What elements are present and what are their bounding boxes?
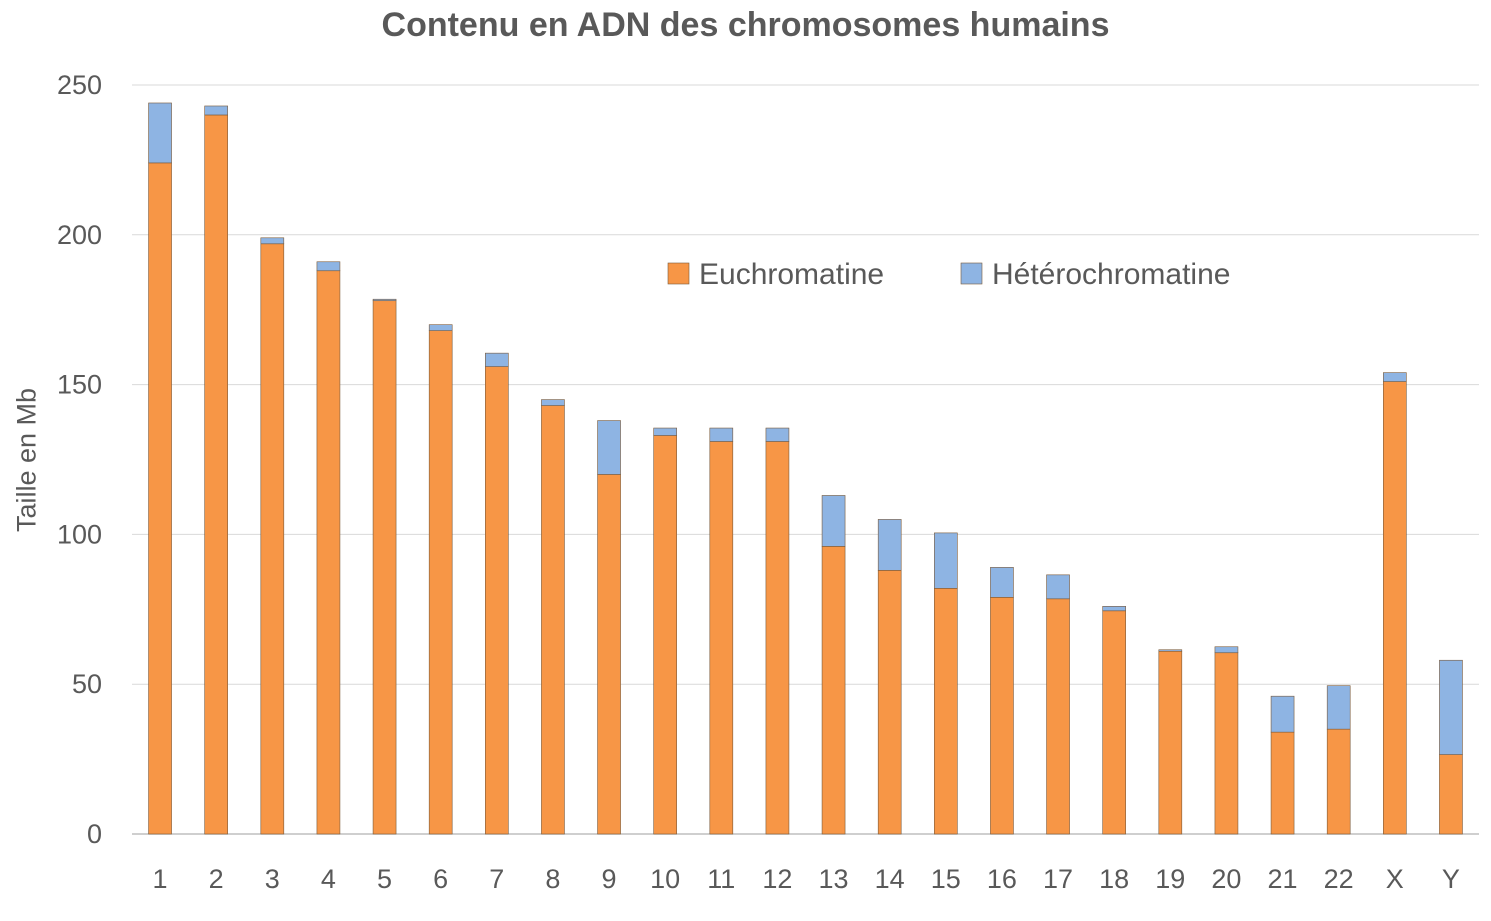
bar-heterochromatine [1046,574,1070,600]
x-tick-label: 9 [602,864,617,894]
bar-heterochromatine [1102,606,1126,612]
bar-heterochromatine [1270,695,1295,733]
gridlines [132,84,1479,835]
legend-label: Euchromatine [699,258,884,291]
bar-euchromatine [372,300,397,835]
bar-euchromatine [1326,728,1351,835]
bar-euchromatine [597,474,621,835]
bar-heterochromatine [541,399,565,406]
legend: Euchromatine Hétérochromatine [667,258,1230,291]
bar-euchromatine [1102,610,1126,835]
y-tick-labels: 0 50 100 150 200 250 [57,70,102,849]
x-tick-label: 10 [650,864,680,894]
x-tick-label: 3 [265,864,280,894]
x-tick-label: 13 [819,864,849,894]
legend-label: Hétérochromatine [992,258,1230,291]
x-tick-label: 4 [321,864,336,894]
bar-heterochromatine [1326,685,1351,730]
bar-euchromatine [821,546,846,835]
bar-heterochromatine [316,261,341,272]
x-tick-label: 2 [209,864,224,894]
x-tick-label: 19 [1155,864,1185,894]
bar-euchromatine [204,114,228,835]
bar-euchromatine [260,243,285,835]
bar-euchromatine [485,366,509,835]
bar-euchromatine [428,330,453,835]
bar-heterochromatine [428,324,453,331]
bar-euchromatine [1439,754,1463,835]
bar-heterochromatine [653,427,677,436]
bar-heterochromatine [1383,372,1407,382]
bar-heterochromatine [372,298,397,302]
x-tick-label: X [1386,864,1404,894]
bar-euchromatine [709,441,734,835]
x-tick-labels: 1 2 3 4 5 6 7 8 9 10 11 12 13 14 15 16 17 18 19 20 21 22 X Y [153,864,1460,894]
x-tick-label: 7 [489,864,504,894]
bar-euchromatine [765,441,790,835]
bar-euchromatine [316,270,341,835]
bar-heterochromatine [1439,659,1463,755]
y-tick-label: 50 [72,669,102,699]
y-tick-label: 250 [57,70,102,100]
x-tick-label: 1 [153,864,168,894]
bar-heterochromatine [204,105,228,116]
x-tick-label: Y [1442,864,1460,894]
legend-swatch [960,262,983,285]
bars [148,102,1463,835]
x-tick-label: 15 [931,864,961,894]
y-tick-label: 0 [87,819,102,849]
bar-heterochromatine [990,567,1014,598]
bar-euchromatine [877,570,902,835]
y-tick-label: 200 [57,220,102,250]
y-tick-label: 150 [57,370,102,400]
x-tick-label: 8 [545,864,560,894]
bar-euchromatine [1270,731,1295,835]
bar-heterochromatine [877,519,902,571]
chart-title: Contenu en ADN des chromosomes humains [381,6,1110,44]
bar-heterochromatine [1214,646,1239,654]
bar-heterochromatine [1158,649,1183,652]
bar-heterochromatine [597,420,621,475]
bar-euchromatine [541,405,565,835]
x-tick-label: 12 [762,864,792,894]
bar-heterochromatine [821,495,846,547]
x-tick-label: 11 [707,864,735,894]
bar-heterochromatine [260,237,285,245]
x-tick-label: 14 [875,864,905,894]
bar-euchromatine [990,597,1014,835]
bar-euchromatine [1383,381,1407,835]
bar-heterochromatine [934,532,958,589]
bar-heterochromatine [148,102,172,164]
bar-euchromatine [1046,598,1070,835]
x-tick-label: 17 [1043,864,1073,894]
bar-heterochromatine [709,427,734,442]
bar-euchromatine [148,162,172,835]
bar-euchromatine [1214,652,1239,835]
x-tick-label: 20 [1211,864,1241,894]
bar-euchromatine [1158,650,1183,835]
legend-swatch [667,262,690,285]
bar-heterochromatine [765,427,790,442]
x-tick-label: 21 [1268,864,1298,894]
x-tick-label: 6 [433,864,448,894]
x-tick-label: 18 [1099,864,1129,894]
bar-euchromatine [934,588,958,835]
x-tick-label: 16 [987,864,1017,894]
x-tick-label: 5 [377,864,392,894]
x-tick-label: 22 [1324,864,1354,894]
y-tick-label: 100 [57,519,102,549]
bar-euchromatine [653,435,677,835]
bar-heterochromatine [485,352,509,367]
